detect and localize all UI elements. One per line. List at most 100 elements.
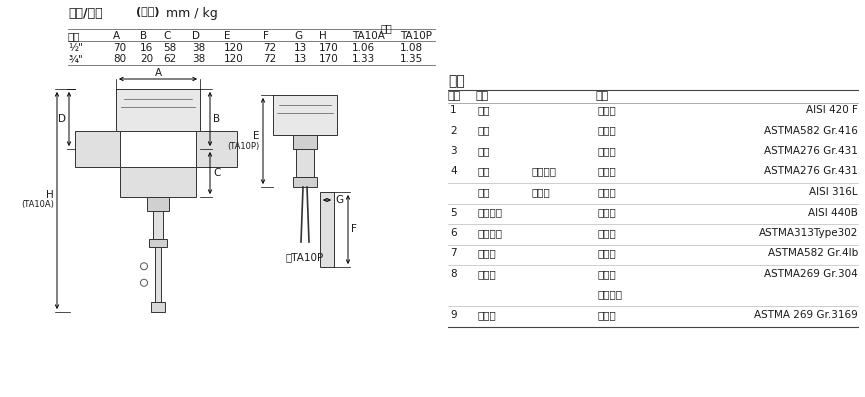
Text: F: F xyxy=(263,31,269,41)
Text: 1.33: 1.33 xyxy=(352,54,375,64)
Text: 20: 20 xyxy=(140,54,153,64)
Text: 170: 170 xyxy=(319,54,339,64)
Text: 1.06: 1.06 xyxy=(352,43,375,53)
Text: 不锈钢: 不锈钢 xyxy=(598,146,617,156)
Text: 9: 9 xyxy=(450,310,457,320)
Text: 波纹管: 波纹管 xyxy=(532,187,551,197)
Text: 1: 1 xyxy=(450,105,457,115)
Text: G: G xyxy=(335,195,343,205)
Bar xyxy=(116,89,200,131)
Text: TA10P: TA10P xyxy=(400,31,432,41)
Text: ASTMA582 Gr.416: ASTMA582 Gr.416 xyxy=(764,125,858,135)
Text: 材质: 材质 xyxy=(596,91,609,101)
Text: B: B xyxy=(213,114,220,124)
Text: 密封: 密封 xyxy=(478,166,490,177)
Text: H: H xyxy=(46,189,54,200)
Text: 3: 3 xyxy=(450,146,457,156)
Text: 13: 13 xyxy=(294,54,307,64)
Text: 38: 38 xyxy=(192,43,205,53)
Text: ASTMA 269 Gr.3169: ASTMA 269 Gr.3169 xyxy=(754,310,858,320)
Text: 不锈钢: 不锈钢 xyxy=(598,269,617,279)
Text: 不锈钢: 不锈钢 xyxy=(598,105,617,115)
Text: 不锈钢: 不锈钢 xyxy=(598,187,617,197)
Bar xyxy=(153,211,163,239)
Text: 38: 38 xyxy=(192,54,205,64)
Text: ¾": ¾" xyxy=(68,54,83,64)
Text: 不锈钢: 不锈钢 xyxy=(598,125,617,135)
Text: ½": ½" xyxy=(68,43,83,53)
Text: 62: 62 xyxy=(163,54,176,64)
Bar xyxy=(155,247,161,302)
Bar xyxy=(320,192,334,267)
Text: 组件: 组件 xyxy=(478,187,490,197)
Text: D: D xyxy=(58,114,66,124)
Text: 4: 4 xyxy=(450,166,457,177)
Bar xyxy=(151,302,165,312)
Text: (TA10P): (TA10P) xyxy=(227,141,260,150)
Text: 波纹管室: 波纹管室 xyxy=(532,166,557,177)
Text: 阀帽: 阀帽 xyxy=(478,125,490,135)
Text: 2: 2 xyxy=(450,125,457,135)
Text: ASTMA276 Gr.431: ASTMA276 Gr.431 xyxy=(764,146,858,156)
Text: H: H xyxy=(319,31,327,41)
Text: 感应器: 感应器 xyxy=(478,310,497,320)
Text: AISI 420 F: AISI 420 F xyxy=(806,105,858,115)
Text: 部件: 部件 xyxy=(476,91,490,101)
Text: 1.08: 1.08 xyxy=(400,43,423,53)
Text: 序号: 序号 xyxy=(448,91,461,101)
Text: 72: 72 xyxy=(263,54,276,64)
Text: 调节头: 调节头 xyxy=(478,249,497,258)
Text: C: C xyxy=(163,31,170,41)
Text: (TA10A): (TA10A) xyxy=(21,200,54,209)
Bar xyxy=(196,131,237,167)
Bar xyxy=(293,135,317,149)
Bar xyxy=(149,239,167,247)
Text: 120: 120 xyxy=(224,43,244,53)
Text: 8: 8 xyxy=(450,269,457,279)
Bar xyxy=(147,197,169,211)
Bar xyxy=(75,131,120,167)
Text: 阀杆: 阀杆 xyxy=(478,146,490,156)
Text: 1.35: 1.35 xyxy=(400,54,423,64)
Text: E: E xyxy=(224,31,230,41)
Text: 材质: 材质 xyxy=(448,74,465,88)
Text: D: D xyxy=(192,31,200,41)
Text: ASTMA276 Gr.431: ASTMA276 Gr.431 xyxy=(764,166,858,177)
Bar xyxy=(293,177,317,187)
Text: 重量: 重量 xyxy=(380,23,392,33)
Text: ASTMA313Type302: ASTMA313Type302 xyxy=(759,228,858,238)
Text: 无缝钢管: 无缝钢管 xyxy=(598,289,623,299)
Text: 13: 13 xyxy=(294,43,307,53)
Text: 72: 72 xyxy=(263,43,276,53)
Text: F: F xyxy=(351,224,357,235)
Text: 58: 58 xyxy=(163,43,176,53)
Text: AISI 316L: AISI 316L xyxy=(810,187,858,197)
Text: 不锈钢: 不锈钢 xyxy=(598,249,617,258)
Text: 80: 80 xyxy=(113,54,126,64)
Text: 6: 6 xyxy=(450,228,457,238)
Text: 不锈钢: 不锈钢 xyxy=(598,228,617,238)
Text: 5: 5 xyxy=(450,208,457,218)
Text: mm / kg: mm / kg xyxy=(166,7,218,20)
Text: G: G xyxy=(294,31,302,41)
Text: C: C xyxy=(213,168,221,178)
Text: 7: 7 xyxy=(450,249,457,258)
Bar xyxy=(120,167,196,197)
Text: ASTMA269 Gr.304: ASTMA269 Gr.304 xyxy=(765,269,858,279)
Text: 不锈钢: 不锈钢 xyxy=(598,166,617,177)
Text: A: A xyxy=(155,68,162,78)
Text: 尺寸/重量: 尺寸/重量 xyxy=(68,7,103,20)
Text: ASTMA582 Gr.4lb: ASTMA582 Gr.4lb xyxy=(768,249,858,258)
Text: 不锈钢: 不锈钢 xyxy=(598,208,617,218)
Text: 阀芯元件: 阀芯元件 xyxy=(478,208,503,218)
Text: 170: 170 xyxy=(319,43,339,53)
Text: 不锈钢: 不锈钢 xyxy=(598,310,617,320)
Text: 仅TA10P: 仅TA10P xyxy=(285,252,324,262)
Text: 回座弹簧: 回座弹簧 xyxy=(478,228,503,238)
Text: E: E xyxy=(253,131,260,141)
Text: B: B xyxy=(140,31,147,41)
Text: 120: 120 xyxy=(224,54,244,64)
Text: 16: 16 xyxy=(140,43,153,53)
Text: 毛细管: 毛细管 xyxy=(478,269,497,279)
Text: AISI 440B: AISI 440B xyxy=(808,208,858,218)
